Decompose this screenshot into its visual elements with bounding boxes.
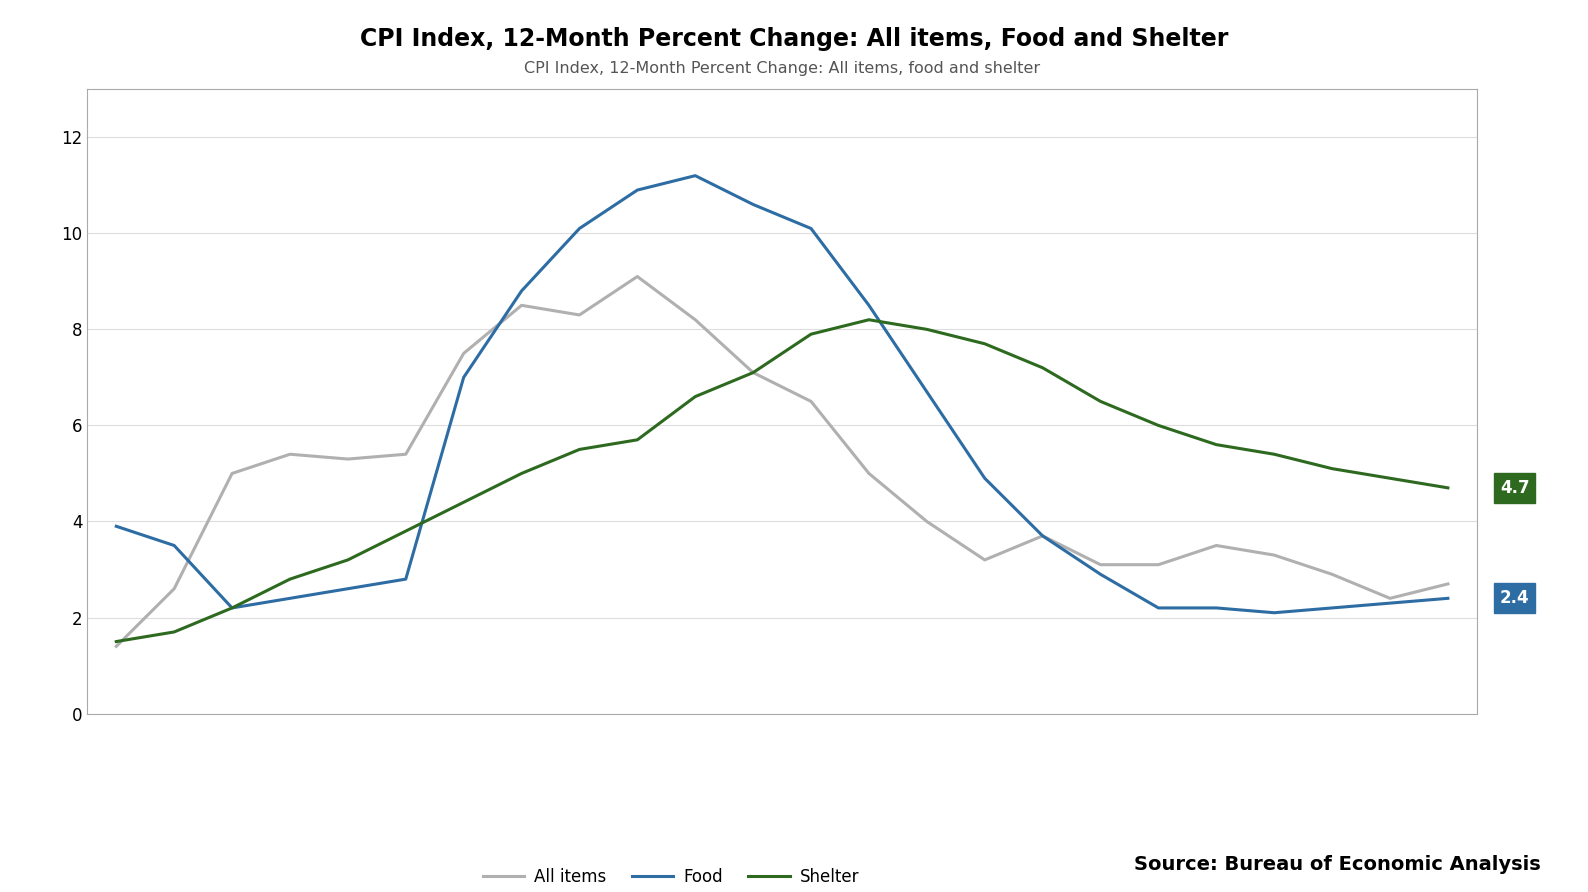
Text: 2.4: 2.4 (1501, 590, 1529, 607)
Text: 4.7: 4.7 (1501, 479, 1529, 497)
Title: CPI Index, 12-Month Percent Change: All items, food and shelter: CPI Index, 12-Month Percent Change: All … (524, 61, 1040, 76)
Legend: All items, Food, Shelter: All items, Food, Shelter (476, 862, 865, 892)
Text: CPI Index, 12-Month Percent Change: All items, Food and Shelter: CPI Index, 12-Month Percent Change: All … (360, 27, 1228, 51)
Text: Source: Bureau of Economic Analysis: Source: Bureau of Economic Analysis (1134, 855, 1540, 874)
